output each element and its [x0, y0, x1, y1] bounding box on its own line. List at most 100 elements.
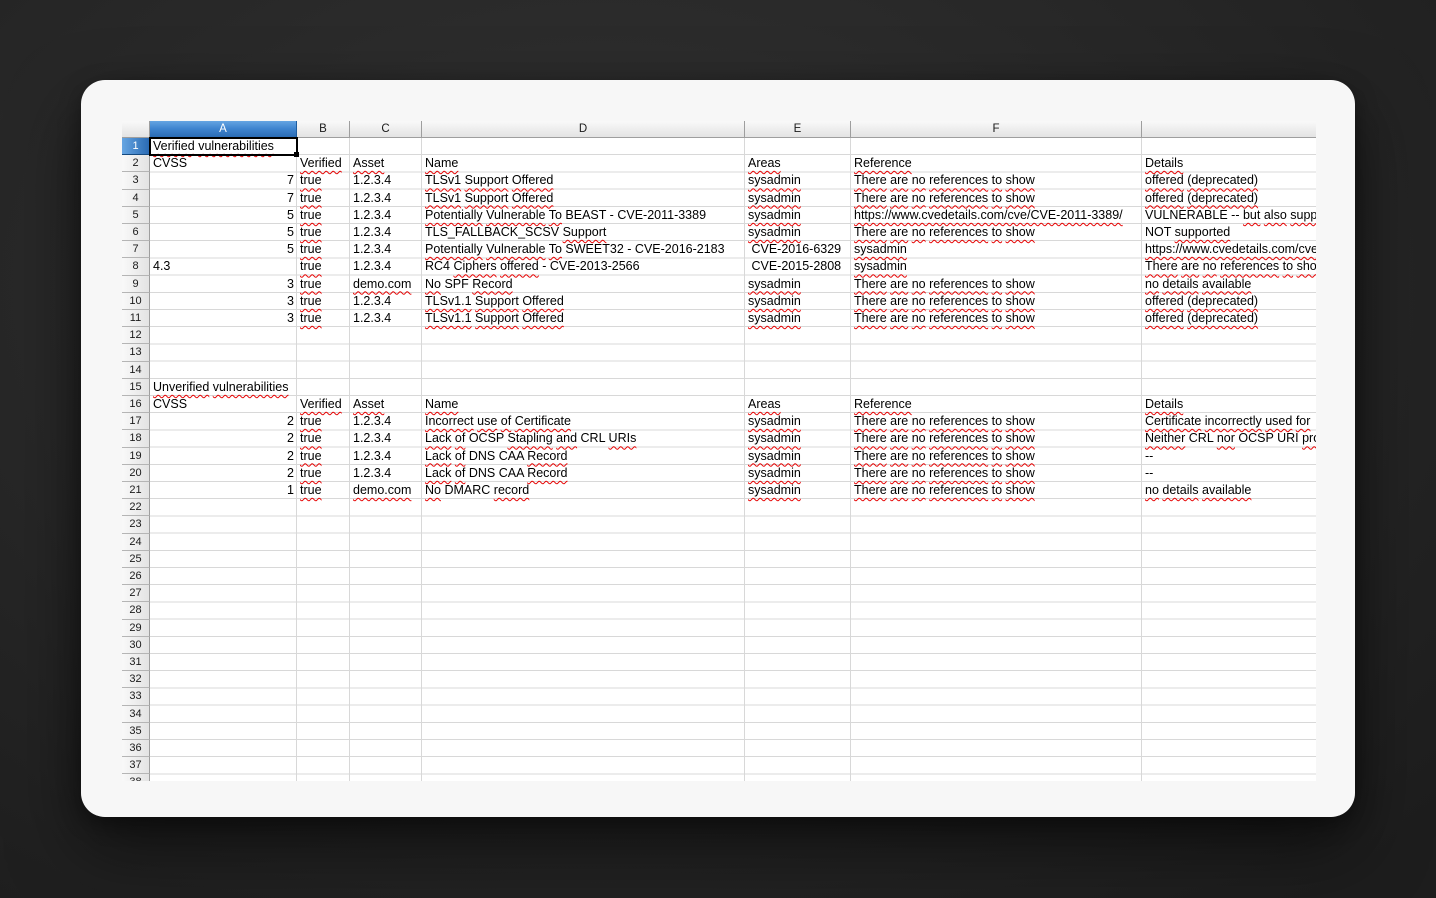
cell-D7[interactable]: Potentially Vulnerable To SWEET32 - CVE-…: [425, 242, 725, 257]
cell-F16[interactable]: Reference: [851, 396, 1142, 413]
row-header-6[interactable]: 6: [122, 224, 150, 242]
cell-F4[interactable]: There are no references to show: [851, 190, 1142, 207]
cell-D3[interactable]: TLSv1 Support Offered: [422, 172, 745, 189]
cell-B17[interactable]: true: [297, 413, 350, 430]
cell-F7[interactable]: sysadmin: [851, 241, 1142, 258]
cell-G6[interactable]: NOT supported: [1145, 225, 1231, 239]
cell-A3[interactable]: 7: [287, 173, 294, 188]
row-header-14[interactable]: 14: [122, 361, 150, 379]
cell-E18[interactable]: sysadmin: [745, 430, 851, 447]
column-header-B[interactable]: B: [297, 121, 350, 138]
row-header-3[interactable]: 3: [122, 172, 150, 190]
cell-G9[interactable]: no details available: [1142, 276, 1316, 293]
cell-B9[interactable]: true: [297, 276, 350, 293]
cell-F2[interactable]: Reference: [851, 155, 1142, 172]
row-header-12[interactable]: 12: [122, 327, 150, 345]
row-header-28[interactable]: 28: [122, 602, 150, 620]
cell-F17[interactable]: There are no references to show: [851, 413, 1142, 430]
cell-B11[interactable]: true: [297, 310, 350, 327]
cell-D21[interactable]: No DMARC record: [425, 483, 530, 497]
cell-F6[interactable]: There are no references to show: [851, 224, 1142, 241]
row-header-18[interactable]: 18: [122, 430, 150, 448]
cell-A10[interactable]: 3: [287, 293, 294, 308]
cell-G5[interactable]: VULNERABLE -- but also supp: [1145, 207, 1316, 222]
cell-D10[interactable]: TLSv1.1 Support Offered: [422, 293, 745, 310]
cell-D19[interactable]: Lack of DNS CAA Record: [425, 448, 568, 463]
cell-F8[interactable]: sysadmin: [851, 258, 1142, 275]
cell-B10[interactable]: true: [297, 293, 350, 310]
cell-C3[interactable]: 1.2.3.4: [353, 173, 392, 188]
cell-F3[interactable]: There are no references to show: [851, 172, 1142, 189]
cell-B20[interactable]: true: [297, 465, 350, 482]
cell-D16[interactable]: Name: [422, 396, 745, 413]
row-header-32[interactable]: 32: [122, 671, 150, 689]
cell-B18[interactable]: true: [297, 430, 350, 447]
cell-D20[interactable]: Lack of DNS CAA Record: [425, 465, 568, 480]
row-header-37[interactable]: 37: [122, 757, 150, 775]
cell-A21[interactable]: 1: [287, 483, 294, 497]
row-header-21[interactable]: 21: [122, 482, 150, 500]
cell-B7[interactable]: true: [297, 241, 350, 258]
cell-A19[interactable]: 2: [287, 448, 294, 463]
cell-E2[interactable]: Areas: [745, 155, 851, 172]
cell-A15[interactable]: Unverified vulnerabilities: [150, 379, 297, 396]
column-header-F[interactable]: F: [851, 121, 1142, 138]
cell-G11[interactable]: offered (deprecated): [1142, 310, 1316, 327]
cell-E19[interactable]: sysadmin: [745, 448, 851, 465]
row-header-38[interactable]: 38: [122, 774, 150, 781]
cell-B6[interactable]: true: [297, 224, 350, 241]
cell-B5[interactable]: true: [297, 207, 350, 224]
cell-A11[interactable]: 3: [287, 311, 294, 325]
cell-C18[interactable]: 1.2.3.4: [353, 431, 392, 446]
row-header-16[interactable]: 16: [122, 396, 150, 414]
column-header-E[interactable]: E: [745, 121, 851, 138]
column-header-C[interactable]: C: [350, 121, 422, 138]
cell-A18[interactable]: 2: [287, 431, 294, 446]
row-header-24[interactable]: 24: [122, 533, 150, 551]
cell-B4[interactable]: true: [297, 190, 350, 207]
cell-C17[interactable]: 1.2.3.4: [353, 414, 392, 429]
row-header-2[interactable]: 2: [122, 155, 150, 173]
row-header-35[interactable]: 35: [122, 722, 150, 740]
row-header-17[interactable]: 17: [122, 413, 150, 431]
cell-C7[interactable]: 1.2.3.4: [353, 242, 392, 257]
cell-E8[interactable]: CVE-2015-2808: [751, 259, 842, 274]
cell-D17[interactable]: Incorrect use of Certificate: [422, 413, 745, 430]
cell-E4[interactable]: sysadmin: [745, 190, 851, 207]
row-header-9[interactable]: 9: [122, 275, 150, 293]
cell-G20[interactable]: --: [1145, 465, 1154, 480]
cell-F20[interactable]: There are no references to show: [851, 465, 1142, 482]
cell-E7[interactable]: CVE-2016-6329: [751, 242, 842, 257]
row-header-1[interactable]: 1: [122, 138, 150, 156]
column-header-G[interactable]: [1142, 121, 1316, 138]
cell-C9[interactable]: demo.com: [350, 276, 422, 293]
row-header-27[interactable]: 27: [122, 585, 150, 603]
row-header-31[interactable]: 31: [122, 654, 150, 672]
cell-F11[interactable]: There are no references to show: [851, 310, 1142, 327]
row-header-4[interactable]: 4: [122, 189, 150, 207]
cell-C11[interactable]: 1.2.3.4: [353, 311, 392, 325]
cell-E21[interactable]: sysadmin: [745, 482, 851, 499]
cell-E10[interactable]: sysadmin: [745, 293, 851, 310]
row-header-13[interactable]: 13: [122, 344, 150, 362]
cell-G3[interactable]: offered (deprecated): [1142, 172, 1316, 189]
row-header-25[interactable]: 25: [122, 550, 150, 568]
cell-F5[interactable]: https://www.cvedetails.com/cve/CVE-2011-…: [851, 207, 1142, 224]
cell-E11[interactable]: sysadmin: [745, 310, 851, 327]
cell-B3[interactable]: true: [297, 172, 350, 189]
row-header-30[interactable]: 30: [122, 636, 150, 654]
cell-C16[interactable]: Asset: [350, 396, 422, 413]
row-header-26[interactable]: 26: [122, 568, 150, 586]
cell-A4[interactable]: 7: [287, 190, 294, 205]
cell-A17[interactable]: 2: [287, 414, 294, 429]
cell-G4[interactable]: offered (deprecated): [1142, 190, 1316, 207]
cell-B8[interactable]: true: [297, 258, 350, 275]
cell-A6[interactable]: 5: [287, 225, 294, 239]
cell-F19[interactable]: There are no references to show: [851, 448, 1142, 465]
row-header-15[interactable]: 15: [122, 378, 150, 396]
row-header-36[interactable]: 36: [122, 740, 150, 758]
cell-C8[interactable]: 1.2.3.4: [353, 259, 392, 274]
cell-A1[interactable]: Verified vulnerabilities: [150, 138, 297, 155]
cell-E6[interactable]: sysadmin: [745, 224, 851, 241]
cell-C5[interactable]: 1.2.3.4: [353, 207, 392, 222]
